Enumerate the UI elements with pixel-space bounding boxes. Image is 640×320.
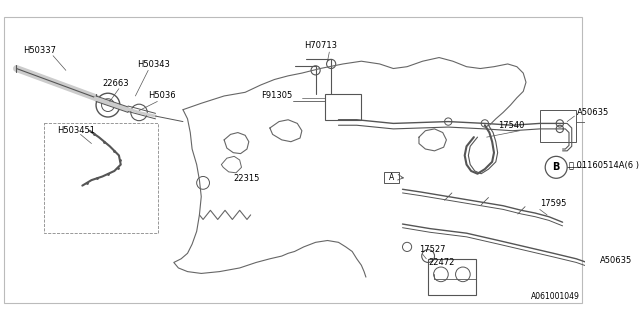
Bar <box>428 259 476 295</box>
Text: H50343: H50343 <box>137 60 170 69</box>
Bar <box>324 94 362 120</box>
Text: A50635: A50635 <box>600 256 632 265</box>
Text: A061001049: A061001049 <box>531 292 580 301</box>
Text: 17595: 17595 <box>540 199 566 208</box>
Text: F91305: F91305 <box>260 92 292 100</box>
Bar <box>44 124 158 233</box>
Text: A: A <box>389 173 394 182</box>
Bar <box>540 110 576 142</box>
Text: H70713: H70713 <box>305 41 338 50</box>
Text: H50337: H50337 <box>23 46 56 55</box>
Text: H503451: H503451 <box>57 126 95 135</box>
Text: 22472: 22472 <box>428 258 454 267</box>
Text: B: B <box>552 162 560 172</box>
Text: 17540: 17540 <box>499 121 525 130</box>
Text: A50635: A50635 <box>577 108 609 117</box>
Text: 22315: 22315 <box>233 174 260 183</box>
Text: 22663: 22663 <box>102 79 129 88</box>
Text: 17527: 17527 <box>419 245 445 254</box>
Text: Ⓑ 01160514A(6 ): Ⓑ 01160514A(6 ) <box>569 160 639 169</box>
Text: H5036: H5036 <box>148 92 176 100</box>
Bar <box>384 172 399 183</box>
